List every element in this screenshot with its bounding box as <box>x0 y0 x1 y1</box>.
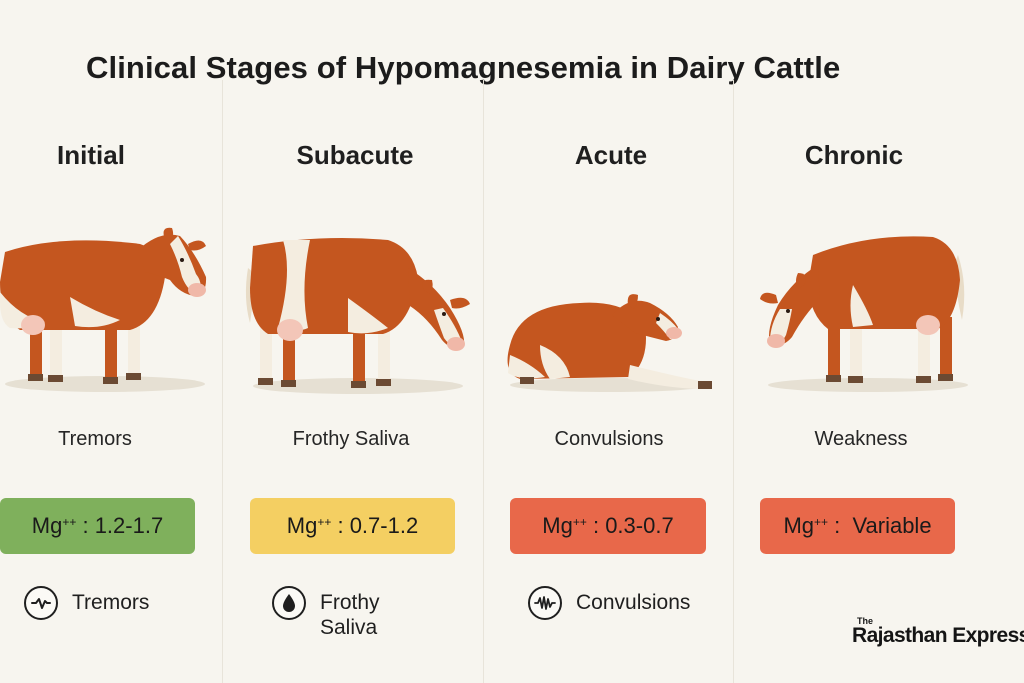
mg-range: : 0.7-1.2 <box>331 513 419 538</box>
legend-label: Convulsions <box>576 591 691 614</box>
mg-level-badge-chronic: Mg ++ : Variable <box>760 498 955 554</box>
symptom-label-chronic: Weakness <box>814 428 908 450</box>
mg-charge: ++ <box>572 515 587 529</box>
lying-cow-illustration <box>507 294 712 392</box>
tremor-wave-icon <box>24 586 58 620</box>
legend-label: Tremors <box>72 591 150 614</box>
mg-level-badge-initial: Mg ++ : 1.2-1.7 <box>0 498 195 554</box>
stage-title-chronic: Chronic <box>804 140 904 170</box>
legend-item-convulsions: Convulsions <box>528 586 690 620</box>
brand-small-text: The <box>857 616 874 626</box>
symptom-label-subacute: Frothy Saliva <box>292 428 410 450</box>
stage-title-acute: Acute <box>574 140 648 170</box>
column-divider <box>222 80 223 683</box>
mg-charge: ++ <box>317 515 332 529</box>
weak-cow-illustration <box>760 236 968 392</box>
mg-level-badge-acute: Mg ++ : 0.3-0.7 <box>510 498 706 554</box>
mg-range: : Variable <box>828 513 932 538</box>
mg-charge: ++ <box>814 515 829 529</box>
mg-symbol: Mg <box>31 513 63 538</box>
mg-level-badge-subacute: Mg ++ : 0.7-1.2 <box>250 498 455 554</box>
stage-title-initial: Initial <box>57 140 125 170</box>
stage-title-subacute: Subacute <box>296 140 414 170</box>
standing-cow-illustration <box>0 227 207 392</box>
mg-symbol: Mg <box>286 513 318 538</box>
mg-symbol: Mg <box>542 513 573 538</box>
symptom-label-initial: Tremors <box>58 428 132 450</box>
page-title: Clinical Stages of Hypomagnesemia in Dai… <box>86 50 841 85</box>
droplet-icon <box>272 586 306 620</box>
grazing-cow-illustration <box>245 238 470 394</box>
mg-range: : 0.3-0.7 <box>586 513 674 538</box>
brand-name: Rajasthan Express <box>852 624 1024 647</box>
symptom-label-acute: Convulsions <box>554 428 664 450</box>
column-divider <box>483 80 484 683</box>
mg-charge: ++ <box>62 515 77 529</box>
legend-item-frothy-saliva: Frothy Saliva <box>272 586 410 640</box>
mg-symbol: Mg <box>783 513 814 538</box>
mg-range: : 1.2-1.7 <box>76 513 164 538</box>
legend-item-tremors: Tremors <box>24 586 149 620</box>
column-divider <box>733 80 734 683</box>
legend-label: Frothy Saliva <box>320 591 380 639</box>
convulsion-wave-icon <box>528 586 562 620</box>
